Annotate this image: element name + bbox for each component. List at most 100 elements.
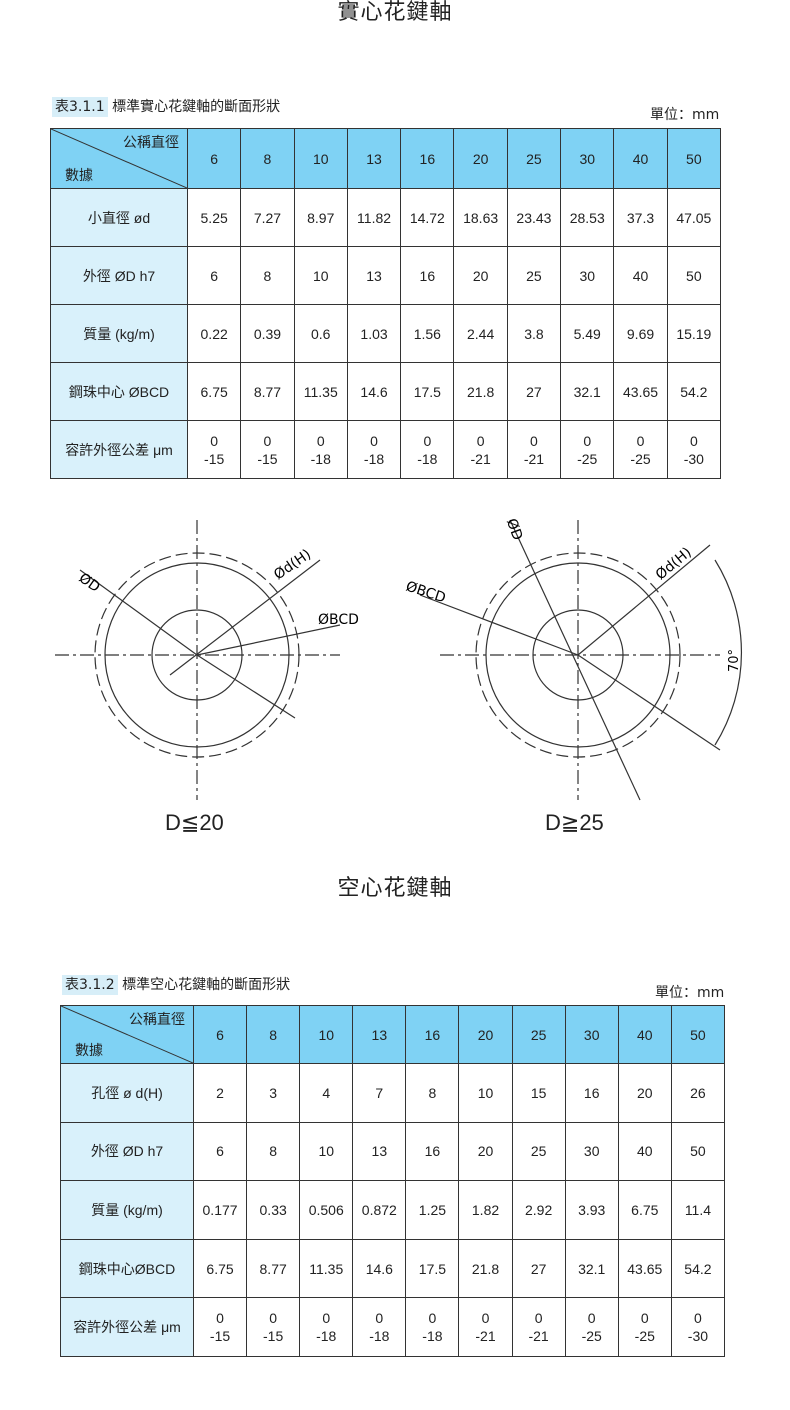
table-cell: 0.33 [246, 1180, 301, 1240]
table-cell: 20 [453, 246, 508, 305]
table-cell: 1.03 [346, 304, 402, 363]
table-cell: 28.53 [560, 188, 615, 247]
table-cell: 11.4 [670, 1180, 726, 1240]
table-cell: 15.19 [666, 304, 722, 363]
corner-top-label: 公稱直徑 [129, 1011, 185, 1027]
table-cell: 0 -21 [458, 1297, 513, 1357]
size-header: 10 [299, 1005, 354, 1064]
table-cell: 21.8 [453, 362, 508, 421]
corner-top-label: 公稱直徑 [123, 134, 179, 150]
table-cell: 0 -18 [400, 420, 455, 479]
table-cell: 0 -15 [192, 1297, 248, 1357]
corner-bottom-label: 數據 [75, 1042, 103, 1058]
row-label: 外徑 ØD h7 [60, 1121, 194, 1182]
right-idh-label: Ød(H) [653, 544, 695, 583]
table-cell: 0 -30 [666, 420, 722, 479]
table-cell: 17.5 [405, 1238, 460, 1299]
table-cell: 0 -18 [405, 1297, 460, 1357]
table-cell: 8.77 [240, 362, 295, 421]
size-header: 13 [352, 1005, 407, 1064]
table-cell: 0 -21 [511, 1297, 566, 1357]
table-cell: 8.77 [246, 1238, 301, 1299]
row-label: 質量 (kg/m) [50, 304, 188, 363]
table-cell: 1.56 [400, 304, 455, 363]
table-cell: 6.75 [186, 362, 242, 421]
table-cell: 40 [613, 246, 668, 305]
size-header: 30 [560, 128, 615, 189]
table-row: 鋼珠中心ØBCD 6.75 8.77 11.35 14.6 17.5 21.8 27 32.1 4… [60, 1238, 726, 1299]
table-cell: 13 [352, 1121, 407, 1182]
hollow-spline-table: 公稱直徑 數據 6 8 10 13 16 20 25 30 40 50 孔徑 ø d(H) 2 3 4 7 8 10… [60, 1005, 726, 1357]
table-cell: 30 [564, 1121, 619, 1182]
left-od-label: ØD [76, 570, 103, 596]
table-cell: 0 -25 [560, 420, 615, 479]
table-cell: 6 [186, 246, 242, 305]
left-bcd-label: ØBCD [318, 612, 359, 628]
table-cell: 15 [511, 1063, 566, 1123]
table-cell: 11.82 [346, 188, 402, 247]
size-header: 16 [400, 128, 455, 189]
table-cell: 32.1 [560, 362, 615, 421]
table-cell: 23.43 [506, 188, 562, 247]
corner-cell: 公稱直徑數據 [50, 128, 188, 189]
table-cell: 16 [564, 1063, 619, 1123]
table-cell: 7.27 [240, 188, 295, 247]
table-cell: 0 -25 [564, 1297, 619, 1357]
corner-bottom-label: 數據 [65, 167, 93, 183]
table-row: 質量 (kg/m) 0.22 0.39 0.6 1.03 1.56 2.44 3.8 5.49 9… [50, 304, 722, 363]
table-cell: 54.2 [670, 1238, 726, 1299]
right-bcd-label: ØBCD [404, 579, 448, 607]
table-cell: 10 [293, 246, 348, 305]
right-diagram [419, 519, 743, 801]
table-cell: 18.63 [453, 188, 508, 247]
table-cell: 0 -15 [186, 420, 242, 479]
table-cell: 20 [458, 1121, 513, 1182]
size-header: 30 [564, 1005, 619, 1064]
table1-caption: 表3.1.1 標準實心花鍵軸的斷面形狀 [52, 96, 280, 117]
row-label: 外徑 ØD h7 [50, 246, 188, 305]
table-cell: 0.22 [186, 304, 242, 363]
table-cell: 0 -25 [613, 420, 668, 479]
angle-label: 70° [727, 649, 742, 672]
table-cell: 50 [666, 246, 722, 305]
size-header: 20 [458, 1005, 513, 1064]
caption-text: 標準空心花鍵軸的斷面形狀 [122, 977, 291, 993]
table-cell: 0.39 [240, 304, 295, 363]
size-header: 16 [405, 1005, 460, 1064]
table-cell: 50 [670, 1121, 726, 1182]
row-label: 小直徑 ød [50, 188, 188, 247]
table-row: 質量 (kg/m) 0.177 0.33 0.506 0.872 1.25 1.82 2.92… [60, 1180, 726, 1240]
table-row: 外徑 ØD h7 6 8 10 13 16 20 25 30 40 50 [60, 1121, 726, 1182]
cross-section-diagrams: ØD Ød(H) ØBCD ØD Ød(H) ØBCD 70° [55, 516, 743, 801]
table-cell: 0.177 [192, 1180, 248, 1240]
table-cell: 0.872 [352, 1180, 407, 1240]
table-cell: 7 [352, 1063, 407, 1123]
table-row: 外徑 ØD h7 6 8 10 13 16 20 25 30 40 50 [50, 246, 722, 305]
table-cell: 3.93 [564, 1180, 619, 1240]
table-cell: 32.1 [564, 1238, 619, 1299]
table-cell: 6 [192, 1121, 248, 1182]
table-cell: 43.65 [613, 362, 668, 421]
table-cell: 2.92 [511, 1180, 566, 1240]
table-cell: 3.8 [506, 304, 562, 363]
row-label: 鋼珠中心 ØBCD [50, 362, 188, 421]
table-cell: 13 [346, 246, 402, 305]
table-cell: 40 [617, 1121, 672, 1182]
table-cell: 0 -30 [670, 1297, 726, 1357]
corner-cell: 公稱直徑數據 [60, 1005, 194, 1064]
left-diagram-label: D≦20 [165, 810, 224, 835]
table-row: 容許外徑公差 μm 0 -15 0 -15 0 -18 0 -18 0 -18 0 -21 0… [60, 1297, 726, 1357]
size-header: 13 [346, 128, 402, 189]
table-cell: 2 [192, 1063, 248, 1123]
table-cell: 0 -15 [240, 420, 295, 479]
table-cell: 0 -18 [352, 1297, 407, 1357]
size-header: 25 [506, 128, 562, 189]
table-cell: 47.05 [666, 188, 722, 247]
size-header: 10 [293, 128, 348, 189]
table-cell: 5.49 [560, 304, 615, 363]
table-cell: 10 [458, 1063, 513, 1123]
table-row: 孔徑 ø d(H) 2 3 4 7 8 10 15 16 20 26 [60, 1063, 726, 1123]
size-header: 20 [453, 128, 508, 189]
table-cell: 16 [400, 246, 455, 305]
caption-number: 表3.1.2 [62, 975, 118, 995]
